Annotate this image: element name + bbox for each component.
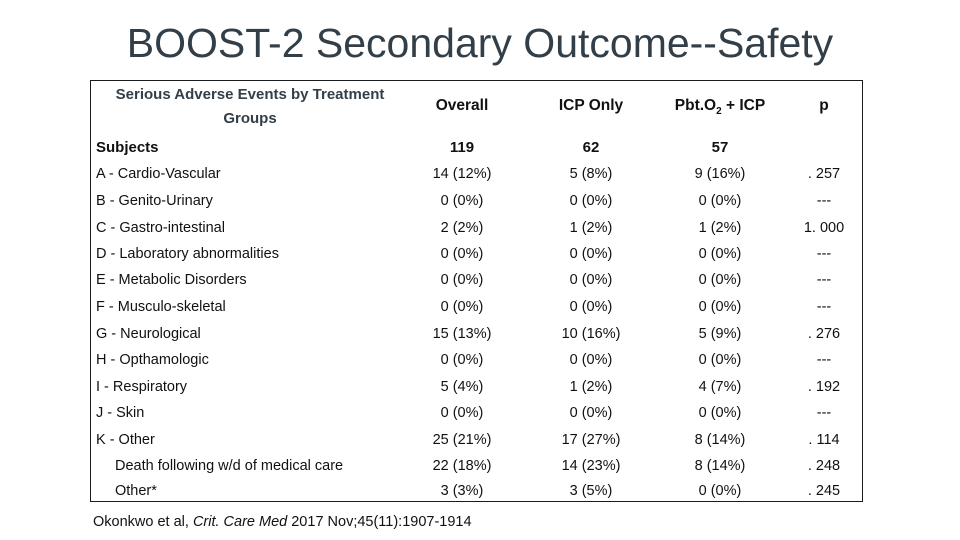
row-label: D - Laboratory abnormalities <box>96 246 279 262</box>
safety-table: Serious Adverse Events by Treatment Grou… <box>90 80 863 502</box>
cell-p-value: --- <box>816 246 832 262</box>
subjects-overall: 119 <box>449 138 475 156</box>
row-label: Death following w/d of medical care <box>115 458 344 474</box>
cell-p-value: --- <box>816 193 832 209</box>
table-row: C - Gastro-intestinal 2 (2%) 1 (2%) 1 (2%) 1… <box>91 220 862 236</box>
cell-icp-only: 0 (0%) <box>569 193 613 209</box>
cell-overall: 0 (0%) <box>440 299 484 315</box>
col-header-icp-only: ICP Only <box>558 97 624 114</box>
cell-overall: 0 (0%) <box>440 352 484 368</box>
row-label: K - Other <box>96 432 155 448</box>
cell-p-value: . 192 <box>807 379 841 395</box>
citation-journal: Crit. Care Med <box>192 514 288 530</box>
citation-suffix: 2017 Nov;45(11):1907-1914 <box>287 514 472 530</box>
cell-pbto2-icp: 1 (2%) <box>698 220 742 236</box>
col-header-pbto2-tail: + ICP <box>721 97 766 114</box>
cell-pbto2-icp: 9 (16%) <box>694 166 746 182</box>
cell-pbto2-icp: 0 (0%) <box>698 352 742 368</box>
cell-icp-only: 17 (27%) <box>561 432 621 448</box>
cell-pbto2-icp: 0 (0%) <box>698 193 742 209</box>
table-row: I - Respiratory 5 (4%) 1 (2%) 4 (7%) . 192 <box>91 379 862 395</box>
page-title: BOOST-2 Secondary Outcome--Safety <box>126 20 834 66</box>
cell-overall: 2 (2%) <box>440 220 484 236</box>
cell-icp-only: 3 (5%) <box>569 483 613 499</box>
row-label: I - Respiratory <box>96 379 188 395</box>
cell-p-value: . 276 <box>807 326 841 342</box>
cell-pbto2-icp: 0 (0%) <box>698 299 742 315</box>
row-label: Other* <box>115 483 157 499</box>
cell-pbto2-icp: 0 (0%) <box>698 246 742 262</box>
cell-icp-only: 0 (0%) <box>569 272 613 288</box>
cell-pbto2-icp: 4 (7%) <box>698 379 742 395</box>
cell-p-value: --- <box>816 352 832 368</box>
col-header-pbto2-sub: 2 <box>716 106 722 118</box>
row-label: G - Neurological <box>96 326 201 342</box>
cell-icp-only: 5 (8%) <box>569 166 613 182</box>
table-row: Death following w/d of medical care 22 (1… <box>91 458 862 474</box>
cell-pbto2-icp: 5 (9%) <box>698 326 742 342</box>
col-header-overall: Overall <box>435 97 489 114</box>
cell-overall: 5 (4%) <box>440 379 484 395</box>
group-header: Serious Adverse Events by Treatment Grou… <box>115 86 385 127</box>
cell-icp-only: 0 (0%) <box>569 246 613 262</box>
citation: Okonkwo et al, Crit. Care Med 2017 Nov;4… <box>93 514 472 530</box>
subjects-label: Subjects <box>96 138 159 156</box>
cell-icp-only: 14 (23%) <box>561 458 621 474</box>
cell-p-value: --- <box>816 272 832 288</box>
subjects-icp: 62 <box>582 138 600 156</box>
subjects-pbt: 57 <box>711 138 729 156</box>
row-label: J - Skin <box>96 405 145 421</box>
cell-p-value: . 248 <box>807 458 841 474</box>
cell-overall: 0 (0%) <box>440 193 484 209</box>
cell-icp-only: 1 (2%) <box>569 220 613 236</box>
table-row: H - Opthamologic 0 (0%) 0 (0%) 0 (0%) --- <box>91 352 862 368</box>
col-header-pbto2-main: Pbt.O <box>674 97 717 114</box>
cell-overall: 25 (21%) <box>432 432 492 448</box>
table-row: E - Metabolic Disorders 0 (0%) 0 (0%) 0 (0%… <box>91 272 862 288</box>
cell-icp-only: 10 (16%) <box>561 326 621 342</box>
table-row: F - Musculo-skeletal 0 (0%) 0 (0%) 0 (0%) --… <box>91 299 862 315</box>
col-header-pbto2-icp: Pbt.O2 + ICP <box>655 97 785 117</box>
row-label: F - Musculo-skeletal <box>96 299 226 315</box>
subjects-row: Subjects 119 62 57 <box>91 138 862 156</box>
table-row: Other* 3 (3%) 3 (5%) 0 (0%) . 245 <box>91 483 862 499</box>
cell-p-value: --- <box>816 405 832 421</box>
cell-overall: 15 (13%) <box>432 326 492 342</box>
cell-p-value: . 257 <box>807 166 841 182</box>
cell-overall: 0 (0%) <box>440 272 484 288</box>
table-row: D - Laboratory abnormalities 0 (0%) 0 (0%)… <box>91 246 862 262</box>
row-label: B - Genito-Urinary <box>96 193 213 209</box>
cell-pbto2-icp: 0 (0%) <box>698 405 742 421</box>
table-row: A - Cardio-Vascular 14 (12%) 5 (8%) 9 (16%)… <box>91 166 862 182</box>
table-row: G - Neurological 15 (13%) 10 (16%) 5 (9%) . … <box>91 326 862 342</box>
cell-pbto2-icp: 8 (14%) <box>694 432 746 448</box>
cell-overall: 22 (18%) <box>432 458 492 474</box>
cell-p-value: --- <box>816 299 832 315</box>
cell-p-value: . 245 <box>807 483 841 499</box>
table-row: K - Other 25 (21%) 17 (27%) 8 (14%) . 114 <box>91 432 862 448</box>
cell-overall: 0 (0%) <box>440 246 484 262</box>
cell-p-value: . 114 <box>808 432 840 448</box>
citation-prefix: Okonkwo et al, <box>93 514 193 530</box>
row-label: E - Metabolic Disorders <box>96 272 247 288</box>
cell-overall: 3 (3%) <box>440 483 484 499</box>
cell-icp-only: 0 (0%) <box>569 352 613 368</box>
cell-overall: 14 (12%) <box>432 166 492 182</box>
row-label: C - Gastro-intestinal <box>96 220 225 236</box>
table-row: J - Skin 0 (0%) 0 (0%) 0 (0%) --- <box>91 405 862 421</box>
col-header-p: p <box>819 97 829 114</box>
cell-p-value: 1. 000 <box>803 220 845 236</box>
cell-icp-only: 0 (0%) <box>569 299 613 315</box>
cell-pbto2-icp: 8 (14%) <box>694 458 746 474</box>
row-label: A - Cardio-Vascular <box>96 166 221 182</box>
cell-pbto2-icp: 0 (0%) <box>698 272 742 288</box>
cell-pbto2-icp: 0 (0%) <box>698 483 742 499</box>
cell-overall: 0 (0%) <box>440 405 484 421</box>
table-row: B - Genito-Urinary 0 (0%) 0 (0%) 0 (0%) --- <box>91 193 862 209</box>
cell-icp-only: 0 (0%) <box>569 405 613 421</box>
row-label: H - Opthamologic <box>96 352 209 368</box>
cell-icp-only: 1 (2%) <box>569 379 613 395</box>
